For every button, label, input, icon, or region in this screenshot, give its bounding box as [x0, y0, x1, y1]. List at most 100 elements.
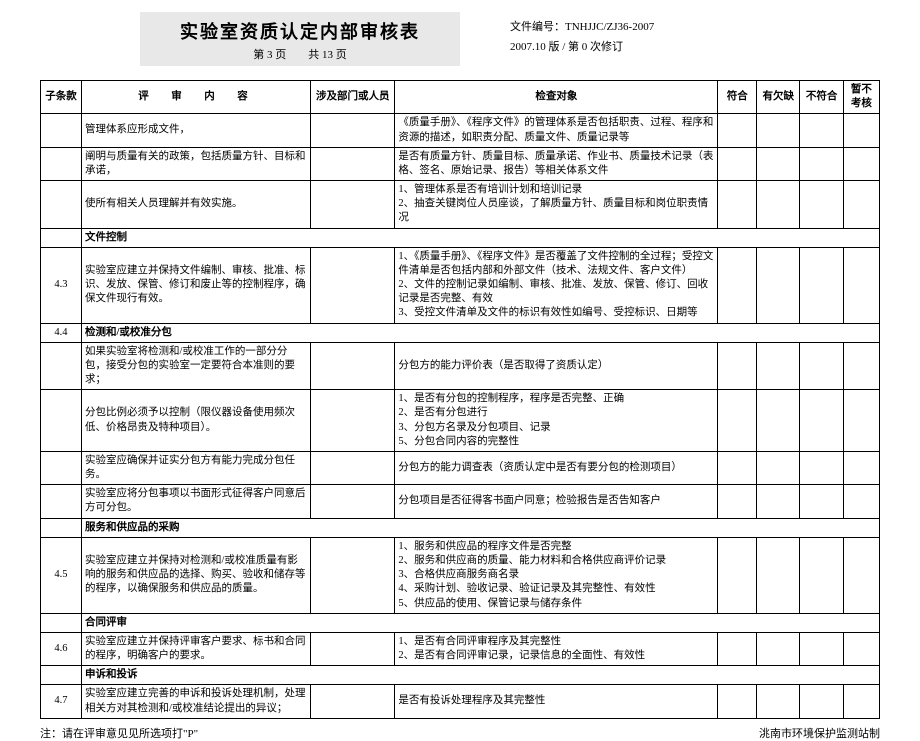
cell-tick — [718, 181, 757, 229]
cell-tick — [757, 147, 800, 180]
cell-tick — [718, 632, 757, 665]
cell-tick — [757, 114, 800, 147]
cell-tick — [718, 485, 757, 518]
table-row: 合同评审 — [41, 613, 880, 632]
cell-tick — [800, 114, 843, 147]
cell-content: 实验室应建立并保持文件编制、审核、批准、标识、发放、保管、修订和废止等的控制程序… — [81, 247, 310, 323]
cell-clause — [41, 342, 82, 390]
cell-tick — [843, 390, 879, 452]
cell-check: 分包方的能力评价表（是否取得了资质认定） — [395, 342, 718, 390]
cell-tick — [800, 181, 843, 229]
cell-check: 1、《质量手册》、《程序文件》是否覆盖了文件控制的全过程；受控文件清单是否包括内… — [395, 247, 718, 323]
col-content: 评 审 内 容 — [81, 81, 310, 114]
cell-dept — [311, 451, 395, 484]
col-check: 检查对象 — [395, 81, 718, 114]
cell-clause: 4.5 — [41, 537, 82, 613]
cell-dept — [311, 114, 395, 147]
cell-tick — [800, 247, 843, 323]
cell-tick — [757, 537, 800, 613]
cell-clause — [41, 181, 82, 229]
cell-dept — [311, 342, 395, 390]
cell-clause: 4.6 — [41, 632, 82, 665]
cell-content: 如果实验室将检测和/或校准工作的一部分分包，接受分包的实验室一定要符合本准则的要… — [81, 342, 310, 390]
table-row: 4.5实验室应建立并保持对检测和/或校准质量有影响的服务和供应品的选择、购买、验… — [41, 537, 880, 613]
page-info: 第 3 页 共 13 页 — [180, 46, 420, 62]
cell-tick — [757, 390, 800, 452]
cell-dept — [311, 632, 395, 665]
cell-tick — [843, 685, 879, 718]
page-title: 实验室资质认定内部审核表 — [180, 18, 420, 44]
cell-dept — [311, 390, 395, 452]
table-row: 阐明与质量有关的政策，包括质量方针、目标和承诺，是否有质量方针、质量目标、质量承… — [41, 147, 880, 180]
cell-tick — [800, 147, 843, 180]
cell-content: 实验室应将分包事项以书面形式征得客户同意后方可分包。 — [81, 485, 310, 518]
table-row: 实验室应将分包事项以书面形式征得客户同意后方可分包。 分包项目是否征得客书面户同意… — [41, 485, 880, 518]
cell-clause — [41, 451, 82, 484]
cell-tick — [757, 247, 800, 323]
cell-clause — [41, 518, 82, 537]
cell-clause: 4.4 — [41, 323, 82, 342]
cell-tick — [757, 485, 800, 518]
cell-tick — [800, 685, 843, 718]
cell-tick — [718, 451, 757, 484]
cell-tick — [843, 181, 879, 229]
cell-dept — [311, 685, 395, 718]
cell-tick — [718, 390, 757, 452]
cell-clause — [41, 114, 82, 147]
cell-check: 1、管理体系是否有培训计划和培训记录 2、抽查关键岗位人员座谈，了解质量方针、质… — [395, 181, 718, 229]
cell-dept — [311, 181, 395, 229]
col-c1: 符合 — [718, 81, 757, 114]
table-row: 如果实验室将检测和/或校准工作的一部分分包，接受分包的实验室一定要符合本准则的要… — [41, 342, 880, 390]
cell-tick — [800, 390, 843, 452]
cell-tick — [843, 147, 879, 180]
cell-content: 实验室应建立并保持评审客户要求、标书和合同的程序，明确客户的要求。 — [81, 632, 310, 665]
cell-tick — [718, 342, 757, 390]
col-c3: 不符合 — [800, 81, 843, 114]
cell-dept — [311, 537, 395, 613]
cell-content: 使所有相关人员理解并有效实施。 — [81, 181, 310, 229]
table-row: 服务和供应品的采购 — [41, 518, 880, 537]
cell-tick — [843, 485, 879, 518]
table-row: 实验室应确保并证实分包方有能力完成分包任务。 分包方的能力调查表（资质认定中是否有… — [41, 451, 880, 484]
cell-content: 检测和/或校准分包 — [81, 323, 879, 342]
cell-tick — [718, 247, 757, 323]
cell-tick — [718, 147, 757, 180]
table-row: 分包比例必须予以控制（限仪器设备使用频次低、价格昂贵及特种项目）。1、是否有分包… — [41, 390, 880, 452]
doc-info: 文件编号：TNHJJC/ZJ36-2007 2007.10 版 / 第 0 次修… — [510, 12, 654, 58]
table-row: 文件控制 — [41, 228, 880, 247]
cell-content: 实验室应确保并证实分包方有能力完成分包任务。 — [81, 451, 310, 484]
cell-content: 阐明与质量有关的政策，包括质量方针、目标和承诺， — [81, 147, 310, 180]
table-row: 管理体系应形成文件， 《质量手册》、《程序文件》的管理体系是否包括职责、过程、程序… — [41, 114, 880, 147]
cell-tick — [757, 181, 800, 229]
cell-content: 管理体系应形成文件， — [81, 114, 310, 147]
title-block: 实验室资质认定内部审核表 第 3 页 共 13 页 — [140, 12, 460, 66]
cell-tick — [800, 342, 843, 390]
col-c2: 有欠缺 — [757, 81, 800, 114]
cell-tick — [800, 451, 843, 484]
cell-check: 《质量手册》、《程序文件》的管理体系是否包括职责、过程、程序和资源的描述，如职责… — [395, 114, 718, 147]
col-c4: 暂不考核 — [843, 81, 879, 114]
cell-content: 文件控制 — [81, 228, 879, 247]
cell-clause: 4.7 — [41, 685, 82, 718]
col-clause: 子条款 — [41, 81, 82, 114]
col-dept: 涉及部门或人员 — [311, 81, 395, 114]
footer-org: 洮南市环境保护监测站制 — [759, 725, 880, 741]
footer: 注：请在评审意见见所选项打"P" 洮南市环境保护监测站制 — [40, 725, 880, 741]
cell-dept — [311, 485, 395, 518]
footer-note: 注：请在评审意见见所选项打"P" — [40, 725, 198, 741]
cell-content: 申诉和投诉 — [81, 666, 879, 685]
cell-dept — [311, 147, 395, 180]
cell-tick — [800, 485, 843, 518]
cell-tick — [757, 451, 800, 484]
cell-clause: 4.3 — [41, 247, 82, 323]
cell-content: 实验室应建立并保持对检测和/或校准质量有影响的服务和供应品的选择、购买、验收和储… — [81, 537, 310, 613]
table-row: 4.7实验室应建立完善的申诉和投诉处理机制，处理相关方对其检测和/或校准结论提出… — [41, 685, 880, 718]
cell-tick — [843, 451, 879, 484]
cell-check: 分包方的能力调查表（资质认定中是否有要分包的检测项目） — [395, 451, 718, 484]
cell-tick — [757, 685, 800, 718]
cell-tick — [843, 342, 879, 390]
doc-version: 2007.10 版 / 第 0 次修订 — [510, 38, 654, 58]
cell-check: 分包项目是否征得客书面户同意；检验报告是否告知客户 — [395, 485, 718, 518]
cell-clause — [41, 147, 82, 180]
table-row: 使所有相关人员理解并有效实施。 1、管理体系是否有培训计划和培训记录 2、抽查关键… — [41, 181, 880, 229]
